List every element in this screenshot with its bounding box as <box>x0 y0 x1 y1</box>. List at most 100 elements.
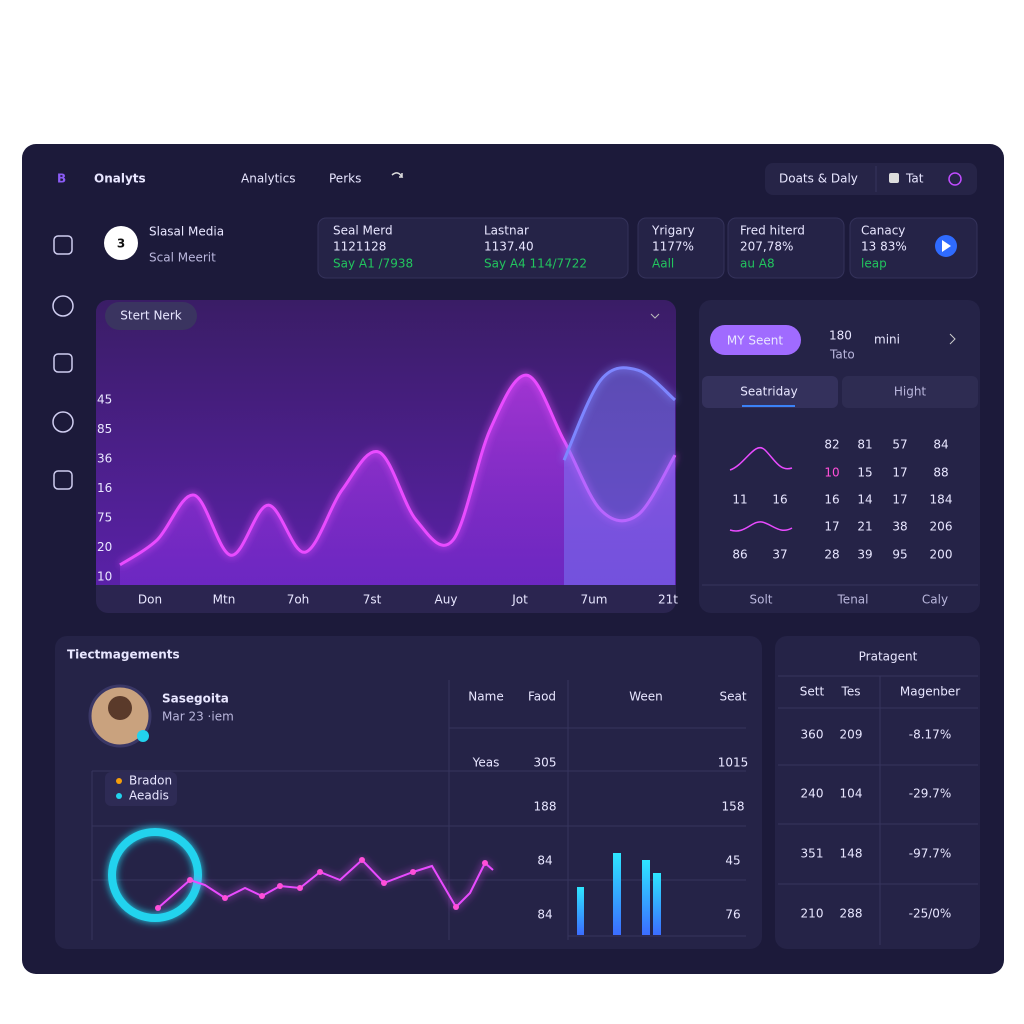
grid-number: 86 <box>732 548 747 562</box>
cell: 288 <box>840 907 863 921</box>
grid-number: 200 <box>930 548 953 562</box>
grid-number: 81 <box>857 438 872 452</box>
status-dot <box>137 730 149 742</box>
cell: 305 <box>534 756 557 770</box>
icon[interactable] <box>52 295 74 317</box>
ring <box>108 828 202 922</box>
settings-icon[interactable] <box>948 172 962 186</box>
line <box>119 373 677 567</box>
y-tick-label: 16 <box>97 481 112 495</box>
sidebar <box>52 235 74 490</box>
button-text: MY Seent <box>727 334 783 348</box>
cell: 188 <box>534 800 557 814</box>
x-tick-label: Don <box>138 593 162 607</box>
panel-title: Tiectmagements <box>67 648 180 662</box>
x-tick-label: Jot <box>511 593 528 607</box>
grid-number: 16 <box>824 493 839 507</box>
point <box>482 860 488 866</box>
tag[interactable] <box>105 302 197 330</box>
cell: 158 <box>722 800 745 814</box>
tab[interactable] <box>702 376 838 408</box>
point <box>297 885 303 891</box>
point <box>317 869 323 875</box>
icon[interactable] <box>53 353 73 373</box>
grid-number: 38 <box>892 520 907 534</box>
x-tick-label: Mtn <box>213 593 236 607</box>
grid-number: 206 <box>930 520 953 534</box>
icon[interactable] <box>52 411 74 433</box>
button[interactable]: Tat <box>905 172 924 186</box>
y-tick-label: 75 <box>97 511 112 525</box>
tag-text: Stert Nerk <box>120 309 181 323</box>
cell: 84 <box>537 854 552 868</box>
icon[interactable] <box>53 235 73 255</box>
legend-dot <box>116 778 122 784</box>
stat-label: Fred hiterd <box>740 224 805 238</box>
legend <box>105 772 177 806</box>
stat-value: 13 83% <box>861 240 907 254</box>
cell: 1015 <box>718 756 749 770</box>
card <box>727 217 845 279</box>
grid-number: 17 <box>892 466 907 480</box>
stat-value: 207,78% <box>740 240 793 254</box>
point <box>187 877 193 883</box>
sparkline-points <box>155 857 488 911</box>
cell: 360 <box>801 728 824 742</box>
stat-sub: Say A4 114/7722 <box>484 257 587 271</box>
nav-item[interactable]: Perks <box>329 172 361 186</box>
line-chart: 45 85 36 16 75 20 10 Don Mtn 7oh 7st Auy Jot 7um 21t <box>97 366 678 607</box>
avatar-face <box>108 696 132 720</box>
card <box>317 217 629 279</box>
x-tick-label: Auy <box>435 593 458 607</box>
icon[interactable] <box>53 470 73 490</box>
grid-number: 88 <box>933 466 948 480</box>
caption: Tato <box>829 348 855 362</box>
point <box>222 895 228 901</box>
area <box>564 367 675 585</box>
cell: 351 <box>801 847 824 861</box>
footer-label: Tenal <box>837 593 869 607</box>
nav-item[interactable]: Analytics <box>241 172 296 186</box>
grid-number: 14 <box>857 493 872 507</box>
cell: -29.7% <box>909 787 951 801</box>
logo: B <box>57 172 66 186</box>
y-tick-label: 36 <box>97 452 112 466</box>
chevron[interactable] <box>650 313 660 319</box>
bar <box>577 887 584 935</box>
grid-number: 17 <box>824 520 839 534</box>
point <box>277 883 283 889</box>
grid-number: 37 <box>772 548 787 562</box>
point <box>453 904 459 910</box>
unit: mini <box>874 333 900 347</box>
bar <box>653 873 661 935</box>
grid-number: 84 <box>933 438 948 452</box>
big-number: 180 <box>829 329 852 343</box>
bar <box>642 860 650 935</box>
number-grid: 82 81 57 84 10 15 17 88 11 16 16 14 17 184 17 21 38 206 86… <box>732 438 952 607</box>
stat-value: 1137.40 <box>484 240 534 254</box>
cell: 45 <box>725 854 740 868</box>
grid-number: 16 <box>772 493 787 507</box>
point <box>410 869 416 875</box>
stat-label: Lastnar <box>484 224 529 238</box>
row-label: Yeas <box>472 756 500 770</box>
stat-sub: au A8 <box>740 257 775 271</box>
stat-sub: leap <box>861 257 887 271</box>
tab[interactable] <box>842 376 978 408</box>
brand: Onalyts <box>94 172 146 186</box>
table: Sett Tes Magenber 360 209 -8.17% 240 104 -29.7% 3… <box>778 685 978 921</box>
footer-label: Solt <box>750 593 773 607</box>
grid-number: 15 <box>857 466 872 480</box>
button[interactable] <box>710 325 801 355</box>
icon <box>889 173 899 183</box>
bar <box>613 853 621 935</box>
cell: -8.17% <box>909 728 951 742</box>
point <box>155 905 161 911</box>
chevron[interactable] <box>949 333 956 345</box>
table-panel <box>775 636 980 949</box>
icon[interactable] <box>391 172 404 178</box>
legend-label: Aeadis <box>129 789 169 803</box>
col-header: Name <box>468 690 503 704</box>
button[interactable]: Doats & Daly <box>779 172 858 186</box>
y-tick-label: 85 <box>97 422 112 436</box>
